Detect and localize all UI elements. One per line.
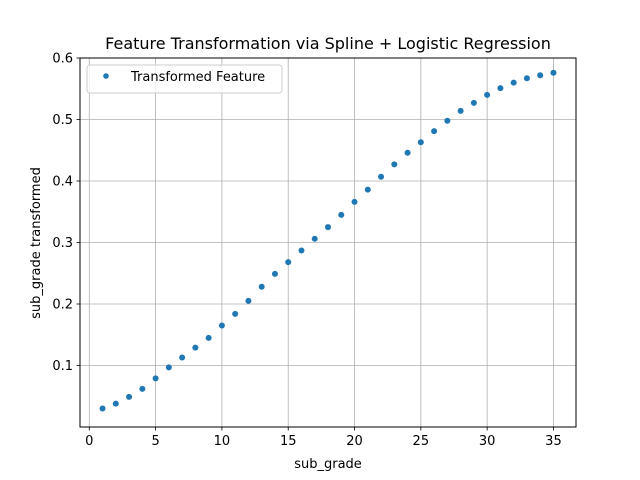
data-point — [179, 354, 186, 361]
data-point — [431, 128, 438, 135]
y-tick-label: 0.3 — [52, 236, 73, 251]
legend-box — [86, 64, 283, 94]
axis-ticks: 0 5 10 15 20 25 30 35 0.1 0.2 0.3 0.4 0.5 0.6 — [52, 52, 561, 450]
data-point — [126, 393, 133, 400]
x-tick-label: 35 — [545, 434, 562, 449]
y-tick-label: 0.6 — [52, 52, 73, 67]
y-tick-label: 0.5 — [52, 113, 73, 128]
data-point — [444, 117, 451, 124]
grid-lines — [80, 57, 576, 427]
x-tick-label: 20 — [346, 434, 363, 449]
x-tick-label: 5 — [151, 434, 159, 449]
data-point — [325, 224, 331, 231]
data-point — [165, 364, 172, 371]
legend-label: Transformed Feature — [130, 70, 265, 85]
data-point — [271, 270, 278, 277]
y-tick-label: 0.4 — [52, 175, 73, 190]
data-point — [457, 107, 464, 114]
x-tick-label: 25 — [413, 434, 430, 449]
data-point — [99, 405, 106, 412]
data-point — [364, 186, 371, 193]
data-point — [112, 400, 119, 407]
data-point — [537, 72, 544, 79]
data-point — [404, 149, 411, 156]
x-axis-label: sub_grade — [294, 457, 362, 472]
data-point — [205, 334, 212, 341]
y-tick-label: 0.1 — [52, 359, 73, 374]
legend: Transformed Feature — [86, 64, 283, 94]
x-tick-label: 0 — [85, 434, 93, 449]
data-point — [497, 85, 504, 92]
data-point — [550, 69, 557, 76]
y-axis-label: sub_grade transformed — [29, 167, 44, 319]
data-point — [523, 75, 530, 82]
data-point — [152, 375, 159, 382]
data-point — [218, 322, 225, 329]
x-tick-label: 30 — [479, 434, 496, 449]
y-tick-label: 0.2 — [52, 298, 73, 313]
x-tick-label: 15 — [280, 434, 297, 449]
data-point — [417, 139, 424, 146]
data-point — [391, 161, 398, 168]
legend-marker — [103, 73, 109, 79]
data-point — [258, 283, 265, 290]
data-point — [510, 79, 517, 86]
data-point — [139, 385, 146, 392]
data-point — [484, 91, 491, 98]
data-point — [470, 99, 477, 106]
data-point — [232, 310, 239, 317]
x-tick-label: 10 — [214, 434, 231, 449]
data-point — [192, 344, 199, 351]
data-point — [311, 235, 318, 242]
data-point — [351, 198, 358, 205]
data-point — [298, 247, 305, 254]
data-point — [285, 259, 292, 266]
data-point — [245, 297, 252, 304]
data-point — [338, 211, 345, 218]
data-point — [378, 173, 385, 180]
data-points — [99, 69, 557, 412]
chart-title: Feature Transformation via Spline + Logi… — [105, 34, 551, 53]
